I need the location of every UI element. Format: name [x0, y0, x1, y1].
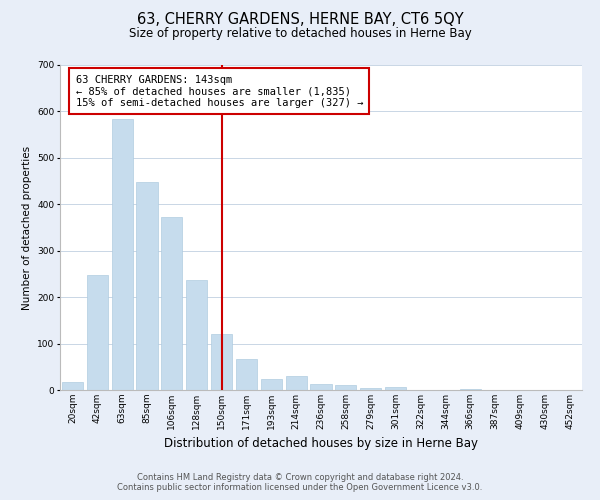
Text: Contains HM Land Registry data © Crown copyright and database right 2024.
Contai: Contains HM Land Registry data © Crown c…: [118, 473, 482, 492]
Y-axis label: Number of detached properties: Number of detached properties: [22, 146, 32, 310]
Bar: [62, 382, 83, 390]
Bar: [136, 182, 158, 390]
X-axis label: Distribution of detached houses by size in Herne Bay: Distribution of detached houses by size …: [164, 438, 478, 450]
Bar: [211, 334, 232, 390]
Bar: [385, 387, 406, 390]
Bar: [161, 218, 182, 390]
Bar: [186, 280, 207, 390]
Bar: [360, 388, 381, 390]
Bar: [261, 380, 282, 390]
Text: Size of property relative to detached houses in Herne Bay: Size of property relative to detached ho…: [128, 28, 472, 40]
Bar: [236, 359, 257, 390]
Bar: [310, 384, 332, 390]
Text: 63, CHERRY GARDENS, HERNE BAY, CT6 5QY: 63, CHERRY GARDENS, HERNE BAY, CT6 5QY: [137, 12, 463, 28]
Text: 63 CHERRY GARDENS: 143sqm
← 85% of detached houses are smaller (1,835)
15% of se: 63 CHERRY GARDENS: 143sqm ← 85% of detac…: [76, 74, 363, 108]
Bar: [112, 120, 133, 390]
Bar: [286, 376, 307, 390]
Bar: [335, 386, 356, 390]
Bar: [87, 275, 108, 390]
Bar: [460, 389, 481, 390]
